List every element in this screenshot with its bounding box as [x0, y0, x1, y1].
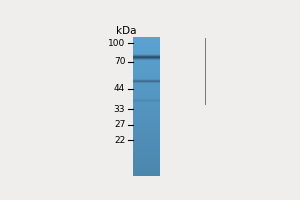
Text: 44: 44 [114, 84, 125, 93]
Text: 22: 22 [114, 136, 125, 145]
Text: 70: 70 [114, 57, 125, 66]
Text: 27: 27 [114, 120, 125, 129]
Text: 33: 33 [114, 105, 125, 114]
Text: kDa: kDa [116, 26, 136, 36]
Text: 100: 100 [108, 39, 125, 48]
